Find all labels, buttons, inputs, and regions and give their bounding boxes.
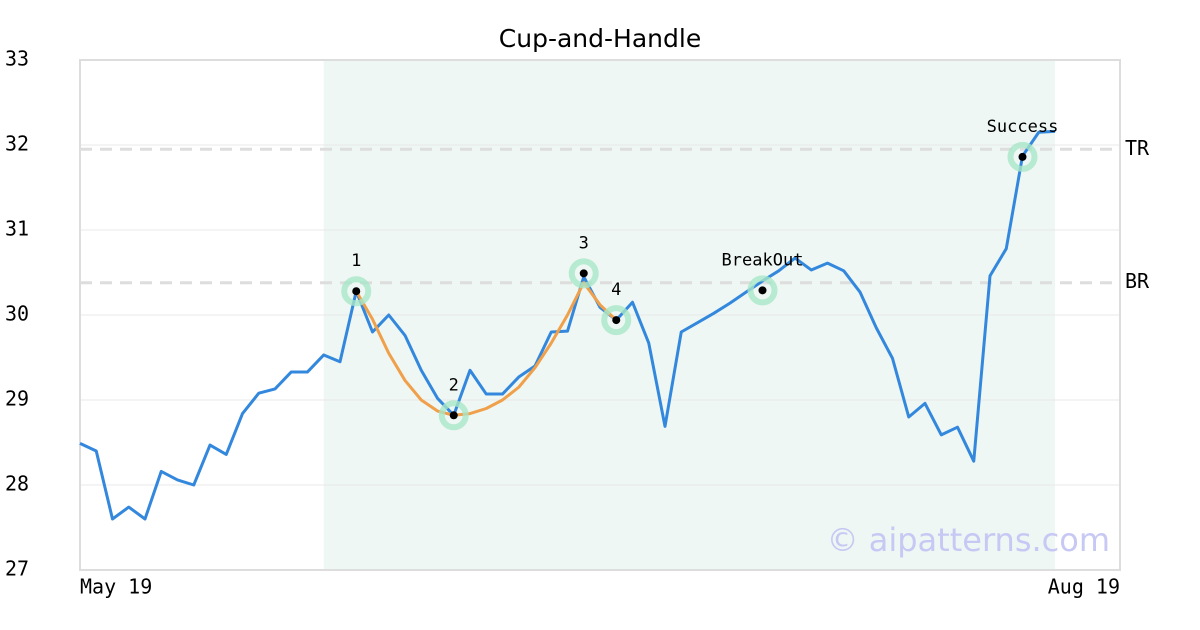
- y-tick-label: 29: [5, 387, 29, 411]
- annotation-halo: [747, 275, 778, 306]
- annotation-label: BreakOut: [722, 250, 804, 270]
- annotation-dot: [449, 411, 458, 420]
- watermark: © aipatterns.com: [827, 521, 1110, 559]
- level-label: BR: [1125, 269, 1150, 293]
- annotation-label: 2: [449, 375, 459, 395]
- annotation-halo: [568, 258, 599, 289]
- annotation-dot: [758, 286, 767, 295]
- annotation-label: 1: [351, 251, 361, 271]
- x-tick-label: May 19: [80, 575, 152, 599]
- annotation-halo: [601, 305, 632, 336]
- y-tick-label: 30: [5, 302, 29, 326]
- level-label: TR: [1125, 136, 1150, 160]
- chart-title: Cup-and-Handle: [499, 24, 701, 53]
- annotation-label: 4: [611, 280, 621, 300]
- annotation-dot: [612, 316, 621, 325]
- annotation-dot: [1018, 152, 1027, 161]
- y-tick-label: 31: [5, 217, 29, 241]
- annotation-halo: [438, 400, 469, 431]
- annotation-label: Success: [987, 117, 1059, 137]
- annotation-label: 3: [579, 233, 589, 253]
- series-line: [79, 129, 1056, 521]
- y-tick-label: 33: [5, 47, 29, 71]
- x-tick-label: Aug 19: [1048, 575, 1120, 599]
- y-tick-label: 27: [5, 557, 29, 581]
- y-tick-label: 32: [5, 132, 29, 156]
- series-line: [354, 281, 618, 417]
- y-tick-label: 28: [5, 472, 29, 496]
- annotation-halo: [1007, 141, 1038, 172]
- annotation-dot: [352, 287, 361, 296]
- annotation-dot: [579, 269, 588, 278]
- plot-border: [79, 59, 1121, 571]
- annotation-halo: [341, 276, 372, 307]
